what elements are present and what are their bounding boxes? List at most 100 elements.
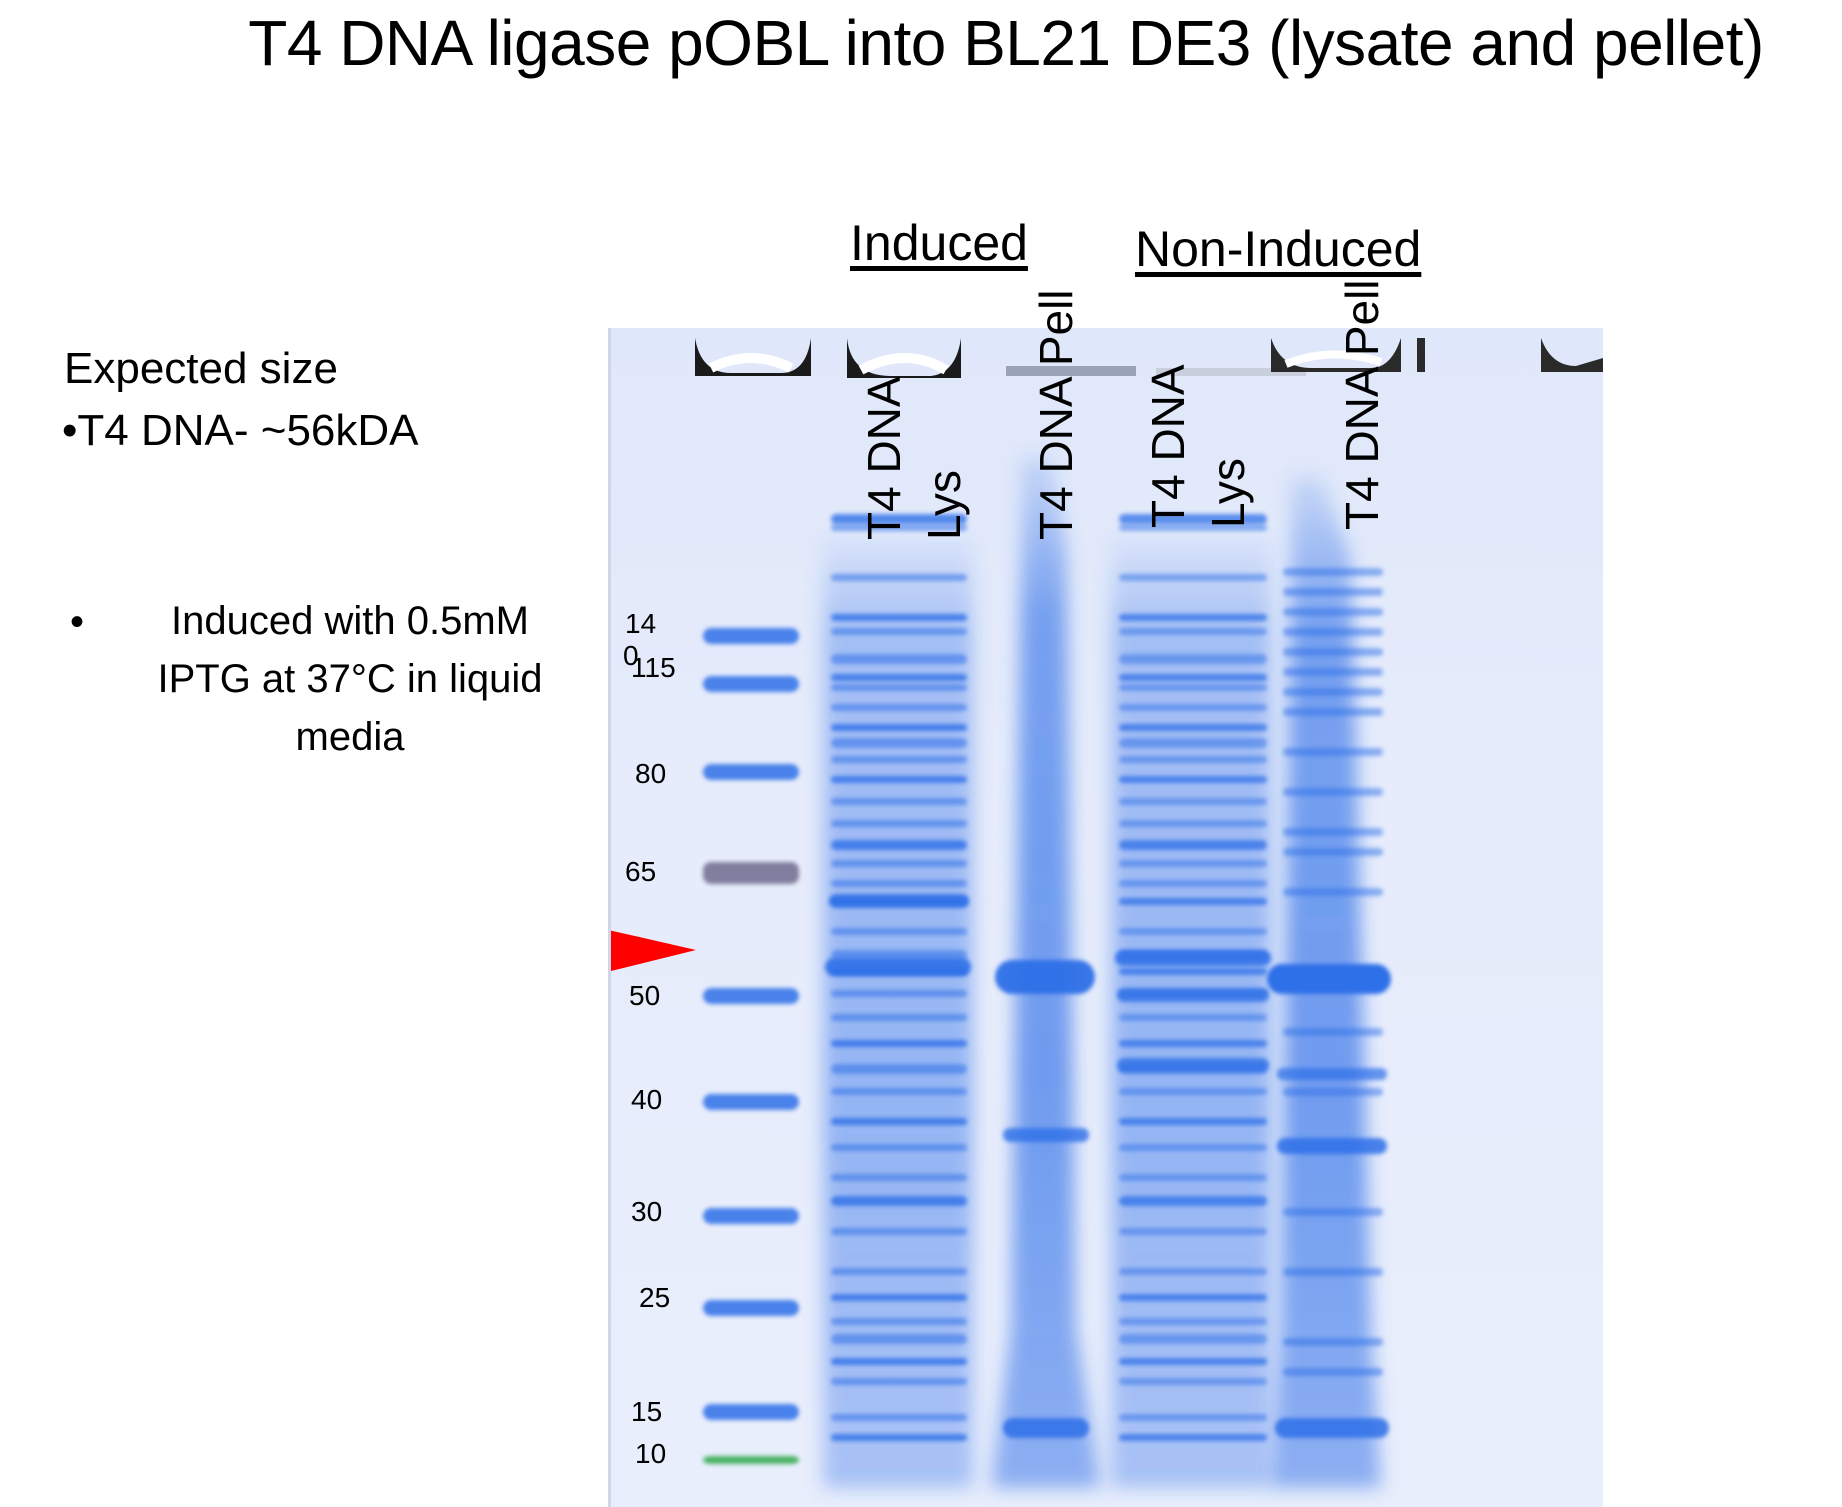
- lysate-band: [831, 614, 967, 621]
- lysate-band: [1119, 1014, 1267, 1021]
- slide-title: T4 DNA ligase pOBL into BL21 DE3 (lysate…: [248, 7, 1764, 79]
- sds-page-gel-image: T4 DNA Lys T4 DNA Pell T4 DNA Lys T4 DNA…: [608, 279, 1603, 1507]
- lysate-band: [831, 928, 967, 935]
- lysate-band: [1119, 1196, 1267, 1206]
- lysate-band: [831, 820, 967, 827]
- pellet-band: [1283, 668, 1383, 676]
- lysate-band: [1119, 674, 1267, 681]
- lysate-band: [831, 724, 967, 731]
- pellet-band: [1283, 588, 1383, 596]
- lysate-band: [1119, 776, 1267, 783]
- pellet-band: [1283, 708, 1383, 716]
- lysate-band: [831, 738, 967, 748]
- pellet-band: [1283, 1088, 1383, 1096]
- lysate-band: [831, 1014, 967, 1021]
- lysate-band: [1119, 820, 1267, 827]
- lysate-band: [831, 880, 967, 887]
- gel-wells: [695, 338, 1603, 378]
- lysate-band: [1119, 1174, 1267, 1181]
- lysate-band: [1117, 988, 1269, 1002]
- lysate-band: [1119, 1318, 1267, 1325]
- pellet-band: [1283, 888, 1383, 896]
- lysate-band: [1119, 880, 1267, 887]
- lysate-band: [831, 756, 967, 763]
- marker-band-80kda: [703, 764, 799, 780]
- mw-label-30: 30: [631, 1196, 663, 1227]
- lysate-band: [831, 1294, 967, 1301]
- lysate-band: [831, 1358, 967, 1365]
- mw-label-140-b: 0: [623, 640, 639, 671]
- lysate-band: [831, 1414, 967, 1421]
- pellet-band: [1283, 1368, 1383, 1376]
- lysate-band: [831, 1268, 967, 1275]
- marker-band-40kda: [703, 1094, 799, 1110]
- group-label-non-induced: Non-Induced: [1135, 221, 1422, 277]
- protein-bands: [825, 514, 1391, 1441]
- lysate-band: [831, 628, 967, 635]
- pellet-band: [1283, 628, 1383, 636]
- mw-label-25: 25: [639, 1282, 671, 1313]
- lysate-band: [1119, 1118, 1267, 1125]
- pellet-band: [1283, 608, 1383, 616]
- lysate-band: [1119, 524, 1267, 531]
- lysate-band: [1119, 1358, 1267, 1365]
- marker-band-140kda: [703, 628, 799, 644]
- marker-band-10kda: [703, 1456, 799, 1464]
- lysate-band: [831, 574, 967, 581]
- lysate-band: [1119, 724, 1267, 731]
- lysate-band: [831, 860, 967, 867]
- pellet-band: [1283, 648, 1383, 656]
- lysate-band: [1119, 1334, 1267, 1344]
- lysate-band: [831, 524, 967, 531]
- lysate-band: [831, 776, 967, 783]
- pellet-band: [1003, 1418, 1089, 1438]
- lane-label-induced-lys-1: T4 DNA: [858, 376, 910, 540]
- mw-label-40: 40: [631, 1084, 663, 1115]
- lysate-band: [1119, 1228, 1267, 1235]
- pellet-band: [1277, 1068, 1387, 1080]
- lysate-band: [831, 950, 967, 960]
- pellet-band: [1283, 828, 1383, 836]
- lysate-band: [831, 840, 967, 850]
- lysate-band: [831, 514, 967, 524]
- lysate-band: [1119, 840, 1267, 850]
- condition-bullet: •: [70, 600, 85, 644]
- mw-label-140-a: 14: [625, 608, 657, 639]
- mw-label-80: 80: [635, 758, 667, 789]
- lysate-band: [831, 1118, 967, 1125]
- lysate-band: [831, 1064, 967, 1074]
- gel-drawing: [611, 338, 1603, 1488]
- mw-label-65: 65: [625, 856, 657, 887]
- lysate-band: [1119, 928, 1267, 935]
- pellet-band: [1283, 788, 1383, 796]
- lysate-band: [1119, 1294, 1267, 1301]
- pellet-band-t4-ligase: [995, 960, 1095, 994]
- expected-size-item: •T4 DNA- ~56kDA: [62, 406, 419, 455]
- mw-label-115: 115: [631, 652, 676, 683]
- lysate-band: [1119, 684, 1267, 691]
- lysate-band: [1119, 860, 1267, 867]
- marker-ladder-bands: [703, 628, 799, 1464]
- pellet-band: [1283, 748, 1383, 756]
- lysate-band: [831, 1144, 967, 1151]
- pellet-band-t4-ligase: [1267, 964, 1391, 994]
- lysate-band: [831, 1174, 967, 1181]
- lysate-band: [1119, 1040, 1267, 1047]
- lysate-band: [1119, 798, 1267, 805]
- lysate-band: [1119, 628, 1267, 635]
- expected-size-heading: Expected size: [64, 344, 338, 393]
- lysate-band: [831, 1228, 967, 1235]
- lysate-band: [831, 1434, 967, 1441]
- lysate-band: [831, 1334, 967, 1344]
- pellet-band: [1283, 848, 1383, 856]
- pellet-band: [1283, 1028, 1383, 1036]
- lysate-band: [831, 798, 967, 805]
- lysate-band: [831, 704, 967, 711]
- mw-label-15: 15: [631, 1396, 663, 1427]
- lysate-band: [831, 990, 967, 997]
- lysate-band: [1119, 1378, 1267, 1385]
- lysate-band: [1119, 574, 1267, 581]
- marker-band-65kda: [703, 862, 799, 884]
- lane-label-noninduced-lys-1: T4 DNA: [1142, 364, 1194, 528]
- lysate-band: [831, 1040, 967, 1047]
